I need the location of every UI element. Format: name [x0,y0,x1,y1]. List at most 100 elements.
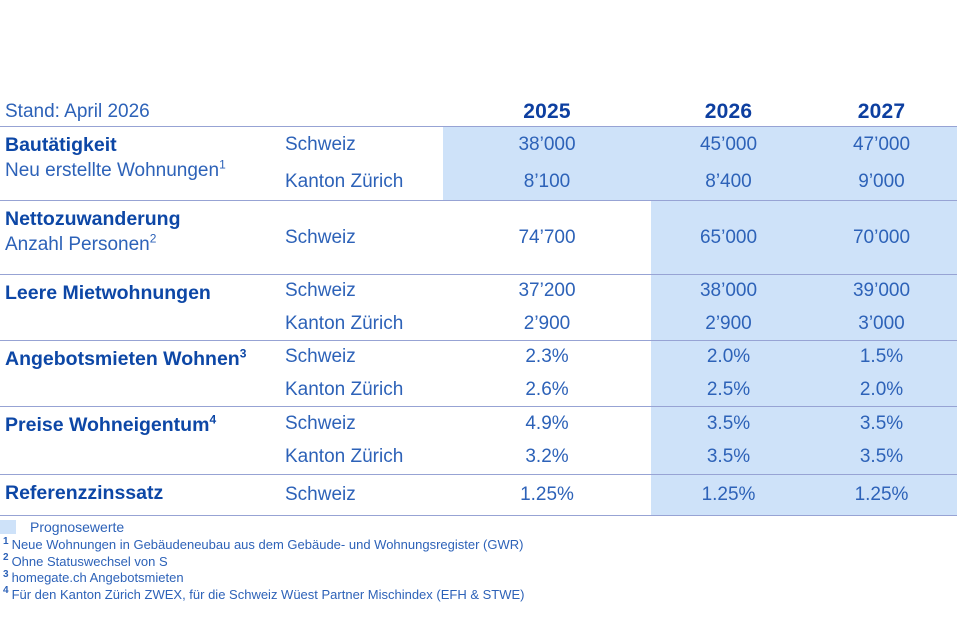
value: 3.2% [525,446,569,468]
value-cell-2025: 38’000 8’100 [443,127,651,200]
row-title: Leere Mietwohnungen [5,282,211,304]
category-cell: Referenzzinssatz [0,475,285,515]
table-row-referenzzinssatz: Referenzzinssatz Schweiz 1.25% 1.25% 1.2… [0,475,957,516]
value-cell-2027: 47’000 9’000 [806,127,957,200]
table-row-nettozuwanderung: Nettozuwanderung Anzahl Personen2 Schwei… [0,201,957,275]
region-label: Schweiz [285,226,356,248]
table-row-leere-mietwohnungen: Leere Mietwohnungen Schweiz Kanton Züric… [0,275,957,341]
region-cell: Schweiz Kanton Zürich [285,341,443,406]
footnote-text: Neue Wohnungen in Gebäudeneubau aus dem … [11,537,524,552]
value: 47’000 [852,134,911,156]
value: 3.5% [859,412,904,434]
value-cell-2027: 1.25% [806,475,957,515]
region-label: Schweiz [285,484,356,505]
footnote-ref: 4 [209,412,217,427]
table-row-angebotsmieten: Angebotsmieten Wohnen3 Schweiz Kanton Zü… [0,341,957,407]
value-cell-2026: 2.0% 2.5% [651,341,806,406]
row-subtitle: Neu erstellte Wohnungen1 [5,157,226,181]
value-cell-2026: 3.5% 3.5% [651,407,806,474]
region-cell: Schweiz [285,201,443,274]
value: 2’900 [705,312,752,334]
region-label: Kanton Zürich [285,170,404,192]
value: 2.0% [859,378,904,400]
category-cell: Nettozuwanderung Anzahl Personen2 [0,201,285,274]
year-header-2026: 2026 [704,100,753,123]
value-cell-2025: 1.25% [443,475,651,515]
footnote-ref: 1 [219,157,226,172]
value: 9’000 [858,170,905,192]
region-label: Schweiz [285,412,356,434]
value: 1.25% [854,484,909,505]
footnotes: 1 Neue Wohnungen in Gebäudeneubau aus dem… [3,535,525,604]
value: 8’100 [523,170,571,192]
region-label: Schweiz [285,134,356,156]
row-subtitle: Anzahl Personen2 [5,231,157,255]
category-cell: Leere Mietwohnungen [0,275,285,340]
row-title: Bautätigkeit [5,134,117,156]
header-row: Stand: April 2026 2025 2026 2027 [0,96,957,127]
region-label: Kanton Zürich [285,312,404,334]
forecast-swatch [0,520,16,534]
row-title: Preise Wohneigentum4 [5,412,217,437]
value-cell-2027: 1.5% 2.0% [806,341,957,406]
legend-label: Prognosewerte [30,519,125,535]
value: 65’000 [699,226,758,248]
footnote-text: homegate.ch Angebotsmieten [11,570,184,585]
value: 1.25% [520,484,574,505]
footnote: 4 Für den Kanton Zürich ZWEX, für die Sch… [3,585,525,604]
value-cell-2025: 74’700 [443,201,651,274]
value: 3.5% [859,446,904,468]
value-cell-2025: 4.9% 3.2% [443,407,651,474]
table-row-bautaetigkeit: Bautätigkeit Neu erstellte Wohnungen1 Sc… [0,127,957,201]
value: 2.5% [706,378,751,400]
region-label: Schweiz [285,280,356,302]
value-cell-2025: 37’200 2’900 [443,275,651,340]
region-label: Kanton Zürich [285,378,404,400]
legend: Prognosewerte [0,519,124,535]
row-title: Nettozuwanderung [5,208,181,230]
footnote-text: Für den Kanton Zürich ZWEX, für die Schw… [11,586,525,602]
table-row-preise-wohneigentum: Preise Wohneigentum4 Schweiz Kanton Züri… [0,407,957,475]
value: 2’900 [523,312,571,334]
region-cell: Schweiz Kanton Zürich [285,407,443,474]
year-header-2027: 2027 [857,100,906,123]
value: 39’000 [852,280,911,302]
stats-table: Stand: April 2026 2025 2026 2027 Bautäti… [0,96,957,516]
row-title: Angebotsmieten Wohnen3 [5,346,247,371]
value: 74’700 [518,226,576,248]
value: 70’000 [852,226,911,248]
value: 2.0% [706,346,751,368]
footnote-ref: 3 [239,346,247,361]
footnote-marker: 3 [3,568,9,580]
value: 2.3% [525,346,569,368]
footnote-ref: 2 [149,231,157,246]
value: 4.9% [525,412,569,434]
value-cell-2027: 39’000 3’000 [806,275,957,340]
value: 3’000 [858,312,905,334]
footnote-marker: 4 [3,585,9,597]
value-cell-2027: 70’000 [806,201,957,274]
value: 37’200 [518,280,576,302]
footnote-text: Ohne Statuswechsel von S [11,553,168,569]
category-cell: Preise Wohneigentum4 [0,407,285,474]
footnote: 2 Ohne Statuswechsel von S [3,552,525,571]
year-header-2025: 2025 [523,100,571,123]
value-cell-2026: 38’000 2’900 [651,275,806,340]
value-cell-2026: 65’000 [651,201,806,274]
category-cell: Angebotsmieten Wohnen3 [0,341,285,406]
footnote-marker: 2 [3,552,9,564]
row-title: Referenzzinssatz [5,482,164,504]
stand-label: Stand: April 2026 [5,101,150,122]
value: 1.5% [859,346,904,368]
region-label: Kanton Zürich [285,446,404,468]
value: 38’000 [518,134,576,156]
category-cell: Bautätigkeit Neu erstellte Wohnungen1 [0,127,285,200]
value-cell-2026: 45’000 8’400 [651,127,806,200]
value: 3.5% [706,446,751,468]
region-cell: Schweiz Kanton Zürich [285,275,443,340]
footnote-marker: 1 [3,535,9,547]
region-label: Schweiz [285,346,356,368]
value: 3.5% [706,412,751,434]
value: 45’000 [699,134,758,156]
